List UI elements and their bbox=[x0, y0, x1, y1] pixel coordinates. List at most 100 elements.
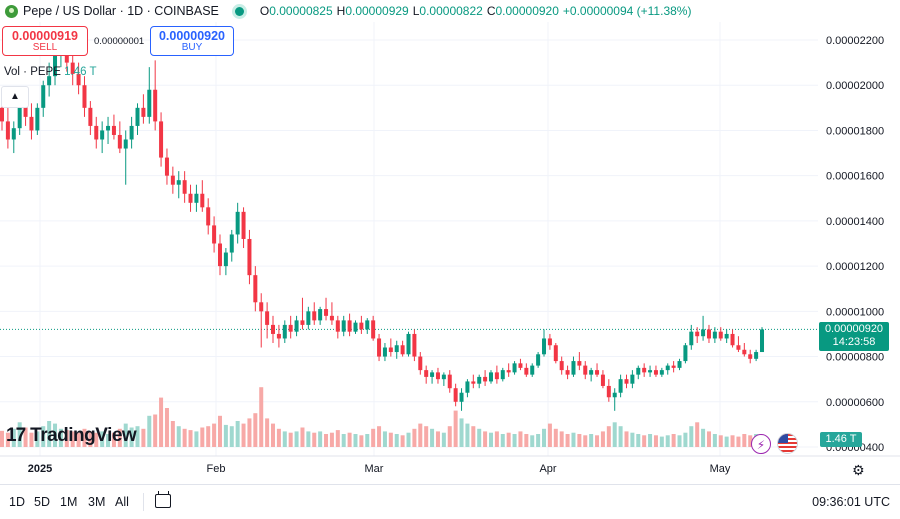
lightning-icon[interactable]: ⚡ bbox=[751, 434, 771, 454]
candle bbox=[577, 361, 582, 366]
candle bbox=[500, 370, 505, 380]
volume-bar bbox=[300, 427, 305, 447]
candle bbox=[547, 338, 552, 346]
x-axis-label: Apr bbox=[539, 463, 556, 475]
volume-bar bbox=[412, 428, 417, 447]
candle bbox=[247, 238, 252, 276]
volume-bar bbox=[123, 423, 128, 447]
candle bbox=[47, 76, 52, 86]
candle bbox=[447, 374, 452, 389]
volume-bar bbox=[111, 432, 116, 447]
candle bbox=[318, 309, 323, 321]
volume-bar bbox=[371, 428, 376, 447]
ohlc-close: C0.00000920 bbox=[486, 4, 559, 18]
x-axis-label: 2025 bbox=[28, 463, 52, 475]
volume-bar bbox=[353, 434, 358, 447]
candle bbox=[677, 361, 682, 368]
range-1m-button[interactable]: 1M bbox=[60, 495, 78, 509]
buy-button[interactable]: 0.00000920 BUY bbox=[150, 26, 234, 56]
candle bbox=[512, 363, 517, 373]
volume-bar bbox=[35, 431, 40, 447]
candle bbox=[82, 85, 87, 108]
candle bbox=[459, 392, 464, 402]
us-flag-icon[interactable] bbox=[777, 433, 798, 454]
volume-bar bbox=[447, 426, 452, 447]
volume-bar bbox=[223, 424, 228, 447]
candle bbox=[282, 324, 287, 339]
bottom-toolbar: 1D 5D 1M 3M All 09:36:01 UTC bbox=[0, 484, 900, 519]
volume-bar bbox=[335, 430, 340, 447]
volume-bar bbox=[382, 431, 387, 447]
volume-bar bbox=[276, 428, 281, 447]
candle bbox=[217, 243, 222, 267]
volume-bar bbox=[147, 415, 152, 447]
gear-icon[interactable]: ⚙ bbox=[852, 462, 865, 478]
sell-button[interactable]: 0.00000919 SELL bbox=[2, 26, 88, 56]
candle bbox=[659, 370, 664, 375]
volume-bar bbox=[659, 436, 664, 447]
volume-bar bbox=[176, 426, 181, 447]
candle bbox=[612, 392, 617, 398]
volume-bar bbox=[0, 430, 5, 447]
candle bbox=[94, 125, 99, 140]
candle bbox=[636, 367, 641, 375]
utc-clock[interactable]: 09:36:01 UTC bbox=[812, 495, 890, 509]
candle bbox=[141, 107, 146, 117]
range-3m-button[interactable]: 3M bbox=[88, 495, 106, 509]
candle bbox=[11, 128, 16, 140]
market-open-status-icon[interactable] bbox=[234, 6, 244, 16]
volume-bar bbox=[64, 430, 69, 447]
candle bbox=[406, 333, 411, 355]
candle bbox=[324, 309, 329, 316]
volume-bar bbox=[324, 434, 329, 447]
volume-bar bbox=[94, 432, 99, 447]
volume-legend[interactable]: Vol · PEPE 1.46 T bbox=[4, 66, 97, 78]
range-5d-button[interactable]: 5D bbox=[34, 495, 50, 509]
volume-bar bbox=[748, 435, 753, 447]
volume-bar bbox=[742, 434, 747, 447]
candle bbox=[294, 320, 299, 332]
range-1d-button[interactable]: 1D bbox=[9, 495, 25, 509]
volume-bar bbox=[671, 434, 676, 447]
tradingview-logo[interactable]: 17 TradingView bbox=[6, 425, 137, 446]
candle bbox=[159, 121, 164, 158]
volume-bar bbox=[29, 432, 34, 447]
volume-bar bbox=[17, 422, 22, 447]
volume-bar bbox=[665, 435, 670, 447]
candle bbox=[235, 211, 240, 235]
y-axis-label: 0.00000800 bbox=[826, 352, 884, 364]
candle bbox=[477, 376, 482, 384]
volume-bar bbox=[530, 435, 535, 447]
volume-bar bbox=[736, 436, 741, 447]
candle bbox=[164, 157, 169, 176]
x-axis-label: Mar bbox=[365, 463, 384, 475]
volume-bar bbox=[41, 426, 46, 447]
volume-bar bbox=[471, 426, 476, 447]
chart-header: Pepe / US Dollar · 1D · COINBASE O0.0000… bbox=[0, 0, 820, 22]
volume-bar bbox=[182, 428, 187, 447]
volume-bar bbox=[294, 431, 299, 447]
calendar-icon[interactable] bbox=[155, 491, 171, 508]
symbol-title[interactable]: Pepe / US Dollar · 1D · COINBASE bbox=[23, 4, 219, 18]
volume-bar bbox=[500, 434, 505, 447]
range-all-button[interactable]: All bbox=[115, 495, 129, 509]
volume-bar bbox=[606, 426, 611, 447]
volume-bar bbox=[418, 423, 423, 447]
candle bbox=[754, 352, 759, 359]
volume-bar bbox=[542, 428, 547, 447]
candle bbox=[595, 370, 600, 375]
volume-bar bbox=[206, 426, 211, 447]
candle bbox=[265, 311, 270, 325]
volume-bar bbox=[359, 435, 364, 447]
ohlc-high: H0.00000929 bbox=[336, 4, 409, 18]
volume-bar bbox=[441, 432, 446, 447]
candle bbox=[518, 363, 523, 368]
collapse-legend-button[interactable]: ▲ bbox=[1, 86, 29, 108]
candle bbox=[701, 329, 706, 337]
volume-bar bbox=[282, 431, 287, 447]
candle bbox=[494, 372, 499, 380]
volume-bar bbox=[406, 432, 411, 447]
volume-bar bbox=[117, 428, 122, 447]
volume-bar bbox=[618, 426, 623, 447]
